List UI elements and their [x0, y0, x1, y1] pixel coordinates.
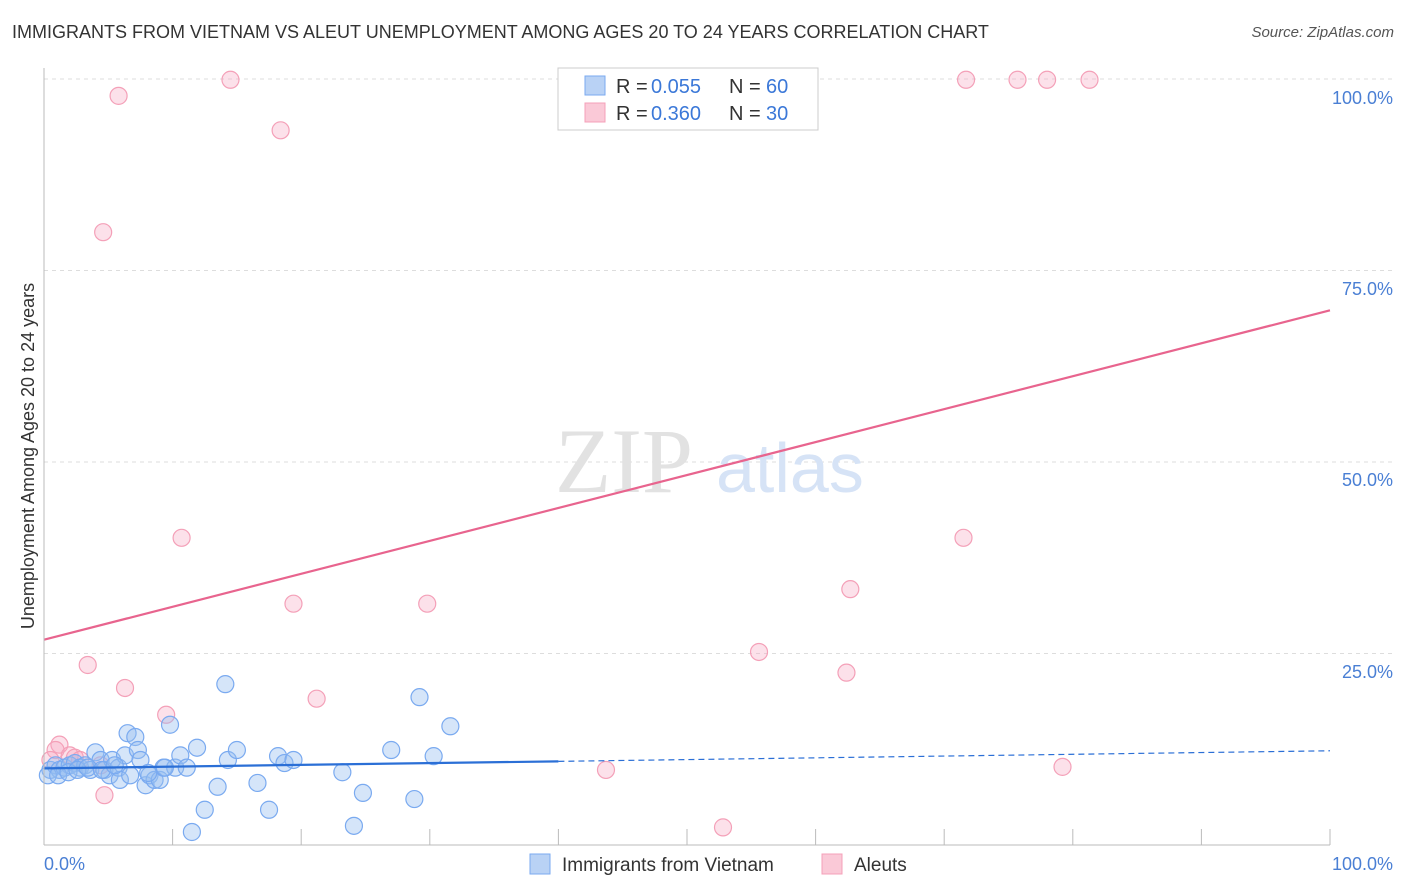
aleut-point: [95, 786, 114, 805]
vietnam-point: [49, 766, 68, 785]
aleut-point: [837, 663, 856, 682]
aleut-point: [956, 70, 976, 89]
vietnam-point: [353, 783, 373, 803]
legend-n-value: 60: [766, 76, 788, 98]
legend-r-value: 0.055: [651, 76, 701, 98]
y-tick-25: 25.0%: [1342, 662, 1393, 682]
aleut-point: [78, 655, 97, 675]
legend-label-vietnam: Immigrants from Vietnam: [562, 855, 774, 876]
vietnam-point: [195, 800, 214, 819]
aleut-trend-line: [43, 309, 1331, 641]
vietnam-point: [105, 756, 124, 775]
vietnam-point: [344, 816, 364, 835]
aleut-point: [596, 760, 616, 780]
bottom-legend: Immigrants from Vietnam Aleuts: [529, 853, 907, 876]
aleut-point: [221, 70, 240, 89]
aleut-point: [954, 528, 973, 547]
aleut-point: [1037, 70, 1057, 89]
vietnam-point: [227, 740, 246, 760]
vietnam-point: [216, 675, 235, 694]
vietnam-point: [145, 770, 164, 789]
vietnam-point: [208, 777, 227, 796]
vietnam-trend-line: [43, 760, 559, 770]
vietnam-point: [441, 717, 460, 736]
vietnam-point: [424, 747, 443, 766]
x-tick-min: 0.0%: [44, 854, 85, 874]
vietnam-point: [177, 758, 196, 777]
legend-swatch-aleuts: [821, 853, 843, 875]
watermark-atlas: atlas: [716, 429, 864, 507]
aleut-point: [307, 689, 326, 708]
legend-r-label: R =: [616, 103, 648, 125]
vietnam-point: [160, 715, 180, 734]
y-tick-50: 50.0%: [1342, 470, 1393, 490]
aleut-point: [841, 580, 860, 599]
vietnam-point: [187, 738, 207, 757]
vietnam-point: [410, 688, 429, 707]
aleut-point: [284, 594, 303, 613]
legend-n-value: 30: [766, 103, 788, 125]
aleut-point: [172, 528, 191, 547]
stats-legend: R = 0.055 N = 60 R = 0.360 N = 30: [557, 67, 819, 131]
legend-r-label: R =: [616, 76, 648, 98]
x-tick-max: 100.0%: [1332, 854, 1393, 874]
aleut-point: [418, 594, 437, 613]
vietnam-point: [259, 800, 279, 819]
y-tick-75: 75.0%: [1342, 279, 1393, 299]
vietnam-point: [405, 789, 424, 809]
aleut-point: [271, 121, 290, 140]
watermark-zip: ZIP: [555, 410, 693, 512]
aleut-point: [115, 678, 135, 698]
aleut-point: [1053, 757, 1072, 776]
legend-n-label: N =: [729, 103, 761, 125]
source-label: Source: ZipAtlas.com: [1251, 24, 1394, 41]
legend-swatch-blue: [584, 75, 606, 96]
legend-swatch-vietnam: [529, 853, 551, 875]
legend-r-value: 0.360: [651, 103, 701, 125]
vietnam-trend-extension: [558, 750, 1331, 762]
aleut-point: [94, 223, 113, 242]
legend-swatch-pink: [584, 102, 606, 123]
y-tick-100: 100.0%: [1332, 88, 1393, 108]
vietnam-point: [139, 763, 158, 783]
vietnam-point: [182, 822, 201, 842]
aleut-point: [109, 86, 128, 105]
aleut-point: [1080, 70, 1099, 89]
legend-n-label: N =: [729, 76, 761, 98]
vietnam-point: [333, 763, 352, 782]
vietnam-point: [218, 750, 237, 770]
vietnam-point: [382, 740, 401, 760]
aleut-point: [713, 818, 733, 837]
aleut-point: [749, 642, 769, 662]
legend-label-aleuts: Aleuts: [854, 855, 907, 876]
aleut-point: [1008, 70, 1027, 89]
vietnam-point: [248, 773, 267, 793]
aleut-point: [46, 740, 65, 760]
aleut-point: [157, 705, 176, 724]
vietnam-point: [121, 766, 140, 785]
y-axis-label: Unemployment Among Ages 20 to 24 years: [18, 283, 38, 629]
chart-title: IMMIGRANTS FROM VIETNAM VS ALEUT UNEMPLO…: [12, 22, 989, 42]
